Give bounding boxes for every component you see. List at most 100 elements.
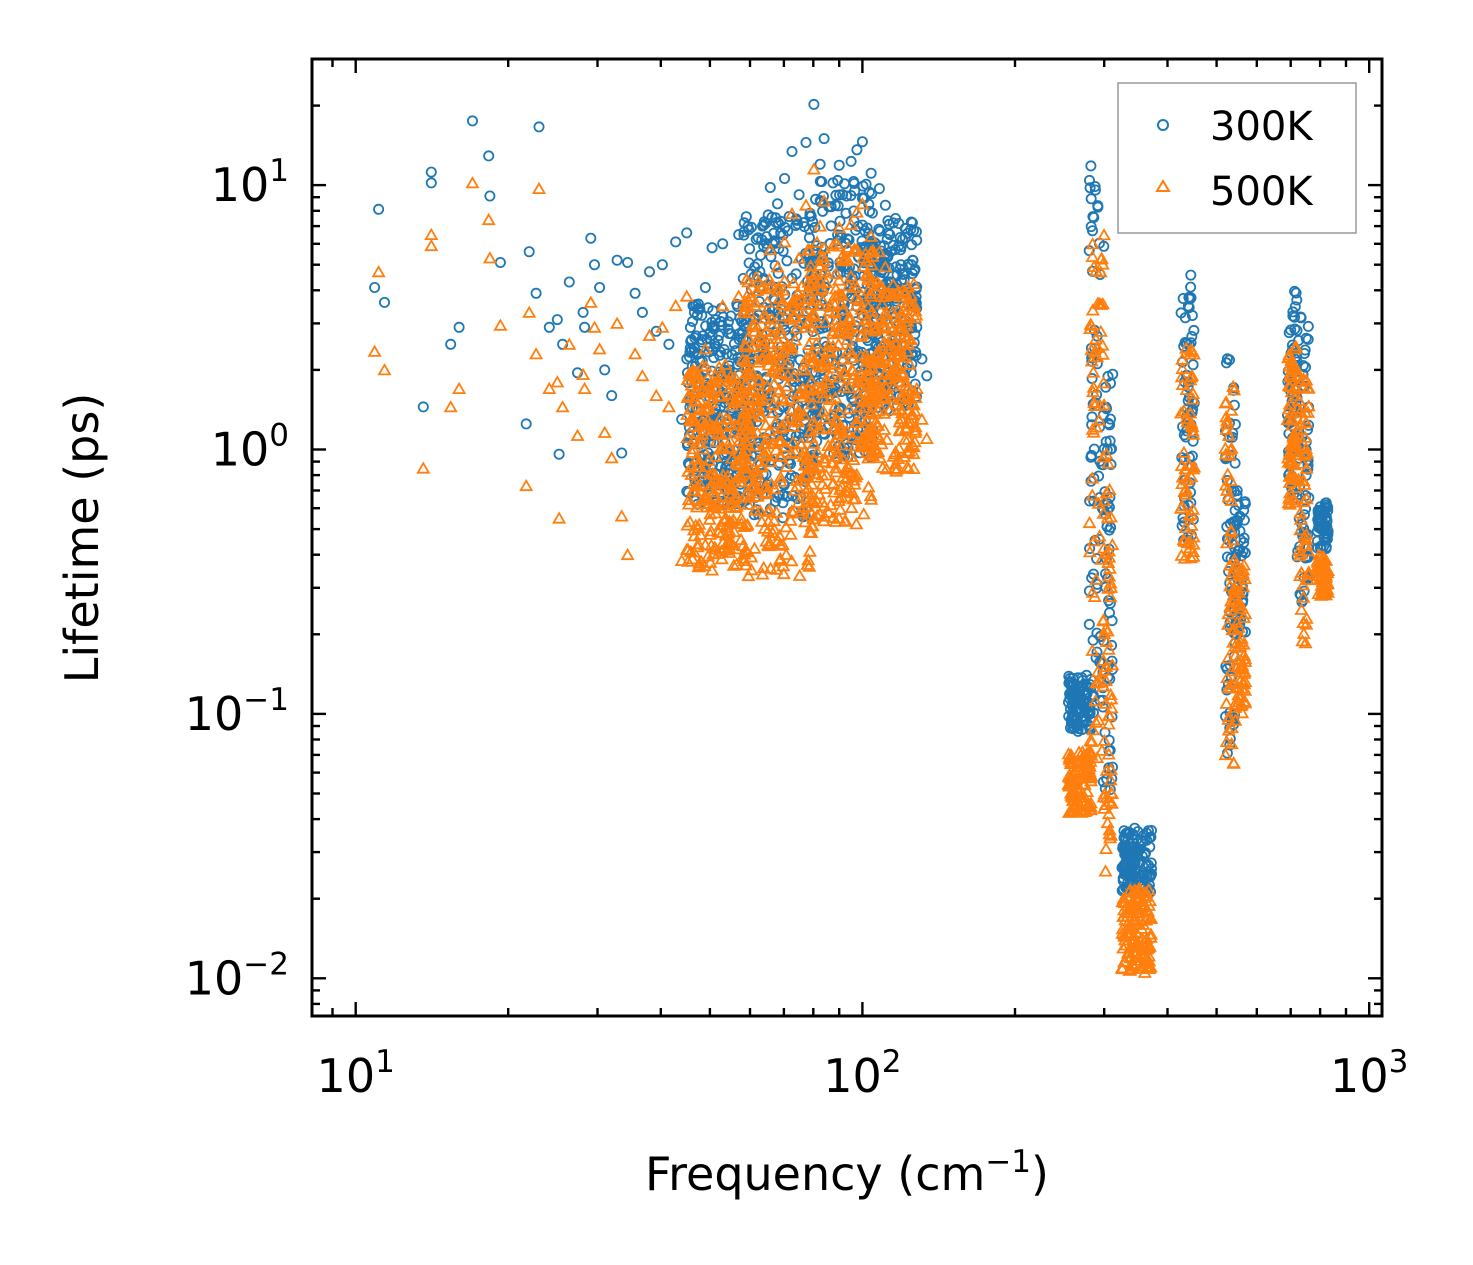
data-point-500k xyxy=(768,416,783,429)
y-tick-label: 100 xyxy=(211,418,289,477)
data-point-500k xyxy=(1186,427,1201,440)
data-point-500k xyxy=(723,441,738,454)
data-point-500k xyxy=(604,451,619,464)
data-point-300k xyxy=(1143,832,1155,844)
data-point-500k xyxy=(1235,568,1251,581)
data-point-500k xyxy=(724,387,739,401)
data-point-500k xyxy=(772,309,787,322)
data-point-500k xyxy=(1090,675,1106,689)
data-point-500k xyxy=(718,357,733,370)
data-point-500k xyxy=(786,435,801,448)
data-point-300k xyxy=(1092,200,1104,212)
data-point-500k xyxy=(736,392,752,405)
data-point-300k xyxy=(699,281,711,293)
data-point-500k xyxy=(741,497,756,510)
x-tick-base: 10 xyxy=(823,1049,882,1103)
data-point-300k xyxy=(906,217,918,229)
data-point-300k xyxy=(606,390,618,402)
data-point-300k xyxy=(879,199,891,211)
data-point-500k xyxy=(748,503,763,516)
data-point-500k xyxy=(749,393,764,406)
data-point-500k xyxy=(1064,777,1079,790)
data-point-500k xyxy=(757,521,772,534)
data-point-500k xyxy=(849,517,864,530)
data-point-500k xyxy=(777,235,792,248)
data-point-500k xyxy=(767,482,782,495)
data-point-500k xyxy=(806,436,821,449)
data-point-500k xyxy=(714,427,729,440)
data-point-500k xyxy=(754,334,769,347)
data-point-500k xyxy=(864,407,879,420)
data-point-300k xyxy=(1124,863,1136,875)
data-point-300k xyxy=(1097,459,1109,471)
data-point-500k xyxy=(762,272,777,285)
data-point-500k xyxy=(783,527,798,540)
data-point-300k xyxy=(895,259,907,271)
data-point-500k xyxy=(699,500,714,513)
data-point-500k xyxy=(874,356,889,369)
y-tick-base: 10 xyxy=(185,951,244,1005)
data-point-500k xyxy=(555,400,570,413)
data-point-500k xyxy=(778,520,793,533)
data-point-500k xyxy=(1300,572,1316,586)
data-point-500k xyxy=(723,369,738,382)
data-point-500k xyxy=(761,538,776,551)
data-point-300k xyxy=(827,177,839,189)
data-point-300k xyxy=(523,246,535,258)
data-point-500k xyxy=(806,354,821,367)
data-point-500k xyxy=(1179,411,1194,424)
data-point-500k xyxy=(1283,379,1298,393)
data-point-500k xyxy=(729,557,744,570)
data-point-500k xyxy=(804,397,819,410)
data-point-500k xyxy=(831,325,846,338)
x-axis-label: Frequency (cm−1) xyxy=(645,1144,1049,1201)
data-point-500k xyxy=(863,436,878,450)
data-point-300k xyxy=(1103,524,1115,536)
data-point-300k xyxy=(629,287,641,299)
data-point-500k xyxy=(713,442,728,455)
data-point-500k xyxy=(715,298,730,312)
data-point-500k xyxy=(814,358,829,371)
data-point-500k xyxy=(737,519,752,532)
data-point-500k xyxy=(722,514,737,527)
data-point-500k xyxy=(570,428,585,441)
data-point-300k xyxy=(656,259,668,271)
data-point-300k xyxy=(445,338,457,350)
data-point-500k xyxy=(1102,482,1117,495)
data-point-500k xyxy=(844,217,859,230)
data-point-500k xyxy=(1300,381,1315,394)
data-point-300k xyxy=(533,121,545,133)
x-tick-labels: 101 102 103 xyxy=(317,1044,1409,1103)
data-point-500k xyxy=(1222,709,1237,722)
data-point-300k xyxy=(1087,225,1099,237)
y-axis-label: Lifetime (ps) xyxy=(55,393,109,684)
data-point-300k xyxy=(864,205,876,217)
data-point-500k xyxy=(803,259,818,272)
data-point-500k xyxy=(765,319,780,332)
data-point-500k xyxy=(832,511,847,524)
data-point-500k xyxy=(831,273,847,286)
data-point-500k xyxy=(416,461,431,474)
data-point-500k xyxy=(842,402,857,415)
data-point-500k xyxy=(853,411,868,424)
data-point-500k xyxy=(1177,534,1192,547)
data-point-500k xyxy=(1228,700,1243,713)
data-point-500k xyxy=(1124,902,1139,915)
data-point-300k xyxy=(594,281,606,293)
data-point-500k xyxy=(708,449,723,462)
data-point-300k xyxy=(589,259,601,271)
legend-500k-label: 500K xyxy=(1210,169,1314,215)
data-point-300k xyxy=(670,236,682,248)
data-point-300k xyxy=(825,220,837,232)
x-tick-exponent: 3 xyxy=(1389,1044,1409,1080)
data-point-500k xyxy=(698,359,713,372)
data-point-300k xyxy=(520,418,532,430)
data-point-500k xyxy=(740,386,755,399)
data-point-500k xyxy=(681,542,696,555)
data-point-500k xyxy=(1238,696,1253,709)
data-point-500k xyxy=(725,392,740,405)
data-point-500k xyxy=(780,356,795,370)
data-point-500k xyxy=(708,375,723,388)
y-tick-base: 10 xyxy=(211,158,270,212)
data-point-500k xyxy=(725,451,740,464)
